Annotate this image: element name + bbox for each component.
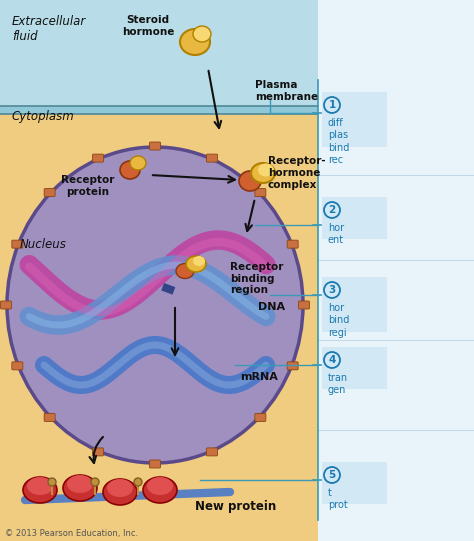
Text: 4: 4: [328, 355, 336, 365]
Text: 5: 5: [328, 470, 336, 480]
Text: t
prot: t prot: [328, 488, 348, 510]
Text: 2: 2: [328, 205, 336, 215]
Ellipse shape: [176, 263, 194, 279]
Text: Nucleus: Nucleus: [20, 238, 67, 251]
Text: Receptor
binding
region: Receptor binding region: [230, 262, 283, 295]
Ellipse shape: [193, 256, 205, 266]
Ellipse shape: [7, 147, 303, 463]
Ellipse shape: [67, 475, 93, 493]
FancyBboxPatch shape: [255, 413, 266, 421]
Ellipse shape: [186, 256, 206, 272]
FancyBboxPatch shape: [299, 301, 310, 309]
Text: DNA: DNA: [258, 302, 285, 312]
Bar: [0, 0, 318, 110]
Ellipse shape: [193, 26, 211, 42]
Circle shape: [48, 478, 56, 486]
Bar: [322, 197, 387, 239]
Text: 3: 3: [328, 285, 336, 295]
Text: Steroid
hormone: Steroid hormone: [122, 15, 174, 37]
FancyBboxPatch shape: [12, 362, 23, 370]
Bar: [322, 277, 387, 332]
Ellipse shape: [107, 479, 133, 497]
FancyBboxPatch shape: [44, 189, 55, 196]
Text: tran
gen: tran gen: [328, 373, 348, 395]
Text: Plasma
membrane: Plasma membrane: [255, 80, 318, 102]
Text: Extracellular
fluid: Extracellular fluid: [12, 15, 86, 43]
Text: hor
bind
regi: hor bind regi: [328, 303, 349, 338]
Circle shape: [134, 478, 142, 486]
Bar: [0, 106, 318, 114]
Ellipse shape: [63, 475, 97, 501]
FancyBboxPatch shape: [207, 154, 218, 162]
Text: © 2013 Pearson Education, Inc.: © 2013 Pearson Education, Inc.: [5, 529, 138, 538]
Circle shape: [91, 478, 99, 486]
Bar: [318, 0, 474, 541]
Ellipse shape: [147, 477, 173, 495]
FancyBboxPatch shape: [92, 448, 103, 456]
Ellipse shape: [258, 163, 274, 176]
Text: 1: 1: [328, 100, 336, 110]
Ellipse shape: [143, 477, 177, 503]
Bar: [322, 462, 387, 504]
FancyBboxPatch shape: [255, 189, 266, 196]
Ellipse shape: [180, 29, 210, 55]
FancyBboxPatch shape: [44, 413, 55, 421]
Bar: [322, 347, 387, 389]
Text: Receptor
protein: Receptor protein: [61, 175, 115, 196]
Text: hor
ent: hor ent: [328, 223, 344, 246]
FancyBboxPatch shape: [287, 240, 298, 248]
Ellipse shape: [23, 477, 57, 503]
FancyBboxPatch shape: [149, 142, 161, 150]
Bar: [161, 283, 175, 295]
Ellipse shape: [27, 477, 53, 495]
Ellipse shape: [120, 161, 140, 179]
FancyBboxPatch shape: [12, 240, 23, 248]
Ellipse shape: [103, 479, 137, 505]
Text: mRNA: mRNA: [240, 372, 278, 382]
Text: Cytoplasm: Cytoplasm: [12, 110, 75, 123]
FancyBboxPatch shape: [0, 301, 11, 309]
Bar: [0, 0, 318, 541]
FancyBboxPatch shape: [92, 154, 103, 162]
Text: Receptor-
hormone
complex: Receptor- hormone complex: [268, 156, 326, 189]
Ellipse shape: [239, 171, 261, 191]
Bar: [322, 92, 387, 147]
Ellipse shape: [130, 156, 146, 170]
Text: New protein: New protein: [195, 500, 276, 513]
Ellipse shape: [251, 163, 275, 183]
FancyBboxPatch shape: [287, 362, 298, 370]
Text: diff
plas
bind
rec: diff plas bind rec: [328, 118, 349, 165]
FancyBboxPatch shape: [149, 460, 161, 468]
FancyBboxPatch shape: [207, 448, 218, 456]
